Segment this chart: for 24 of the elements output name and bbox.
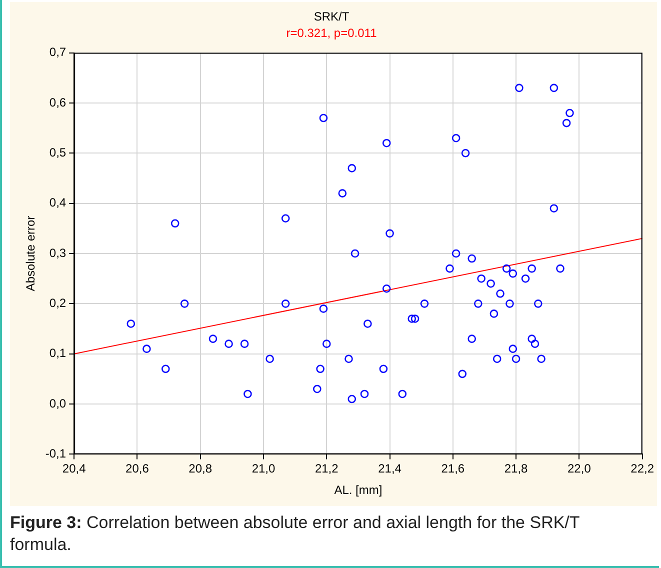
y-tick-label: 0,7 xyxy=(49,45,66,60)
y-tick-label: 0,4 xyxy=(49,196,66,210)
chart-title: SRK/T xyxy=(314,10,350,24)
chart-subtitle: r=0.321, p=0.011 xyxy=(286,26,378,40)
caption: Figure 3: Correlation between absolute error and axial length for the SRK/T formula. xyxy=(10,512,580,556)
y-tick-label: 0,3 xyxy=(49,246,66,260)
x-axis-title: AL. [mm] xyxy=(334,483,382,498)
x-tick-label: 21,4 xyxy=(378,462,402,476)
y-tick-label: 0,2 xyxy=(49,296,66,310)
x-tick-label: 21,2 xyxy=(314,462,339,476)
x-tick-label: 20,8 xyxy=(188,462,212,476)
x-tick-label: 21,8 xyxy=(504,462,528,476)
x-tick-label: 22,2 xyxy=(630,462,654,476)
y-tick-label: 0,6 xyxy=(49,95,66,110)
x-tick-label: 20,6 xyxy=(126,462,150,476)
x-tick-label: 21,6 xyxy=(441,462,465,476)
y-tick-label: -0,1 xyxy=(45,446,66,461)
y-tick-label: 0,5 xyxy=(49,145,66,160)
y-axis-title: Absolute error xyxy=(24,216,38,292)
x-tick-label: 20,4 xyxy=(62,462,86,476)
x-tick-label: 21,0 xyxy=(252,462,276,476)
y-tick-label: 0,0 xyxy=(49,396,66,410)
y-tick-label: 0,1 xyxy=(49,346,66,360)
x-tick-label: 22,0 xyxy=(568,462,592,476)
